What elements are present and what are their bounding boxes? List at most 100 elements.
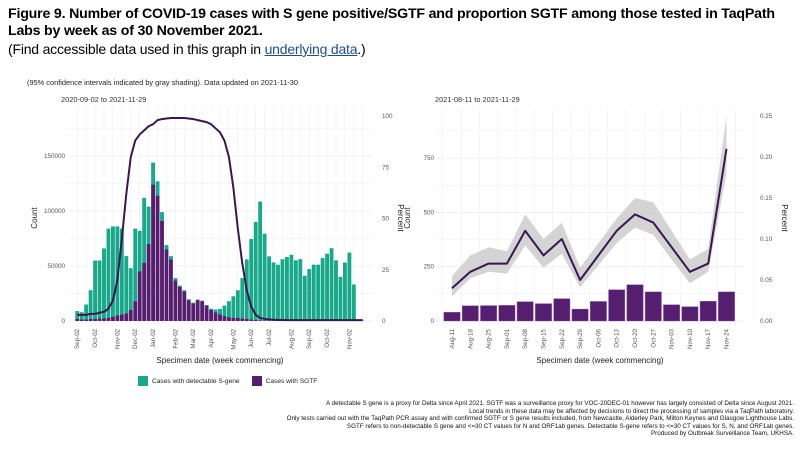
x-tick-label: Mar-02 bbox=[190, 328, 197, 348]
x-tick-label: Jul-02 bbox=[266, 328, 273, 345]
bar-sgtf bbox=[535, 303, 552, 322]
bar-sgtf bbox=[253, 319, 258, 321]
bar-s-gene bbox=[88, 290, 93, 319]
bar-sgtf bbox=[173, 280, 178, 321]
bar-s-gene bbox=[110, 226, 115, 317]
y2-tick-label: 0.25 bbox=[760, 113, 773, 120]
bar-sgtf bbox=[516, 301, 534, 322]
bar-sgtf bbox=[160, 220, 164, 321]
bar-sgtf bbox=[102, 318, 106, 321]
subtitle-prefix: (Find accessible data used in this graph… bbox=[8, 41, 265, 57]
figure-subtitle: (Find accessible data used in this graph… bbox=[8, 41, 366, 58]
percent-sgtf-line bbox=[451, 148, 728, 289]
bar-sgtf bbox=[626, 284, 644, 322]
bar-s-gene bbox=[334, 260, 338, 321]
x-tick-label: Sep-02 bbox=[306, 328, 313, 349]
bar-s-gene bbox=[226, 301, 231, 318]
x-tick-label: Oct-06 bbox=[595, 328, 602, 347]
x-tick-label: Sep-08 bbox=[522, 328, 529, 349]
bar-sgtf bbox=[222, 316, 227, 321]
bar-s-gene bbox=[213, 309, 218, 313]
bar-sgtf bbox=[249, 319, 254, 321]
footnote-line: Produced by Outbreak Surveillance Team, … bbox=[650, 430, 794, 438]
bar-s-gene bbox=[235, 290, 240, 318]
x-tick-label: Nov-02 bbox=[114, 328, 121, 349]
bar-s-gene bbox=[302, 275, 307, 321]
y2-tick-label: 50 bbox=[382, 216, 390, 223]
bar-sgtf bbox=[209, 310, 214, 321]
x-tick-label: May-02 bbox=[230, 328, 237, 349]
x-axis-title: Specimen date (week commencing) bbox=[536, 356, 664, 365]
chart-caption: (95% confidence intervals indicated by g… bbox=[27, 78, 299, 87]
bar-s-gene bbox=[137, 230, 142, 272]
bar-s-gene bbox=[155, 181, 160, 196]
bar-s-gene bbox=[231, 296, 236, 318]
x-tick-label: Sep-15 bbox=[541, 328, 548, 349]
bar-sgtf bbox=[137, 271, 142, 321]
bar-sgtf bbox=[213, 312, 218, 321]
y2-tick-label: 0.20 bbox=[760, 154, 773, 161]
x-tick-label: Jan-02 bbox=[150, 328, 157, 347]
x-tick-label: Dec-02 bbox=[132, 328, 139, 349]
y-tick-label: 500 bbox=[423, 209, 434, 216]
x-tick-label: Oct-27 bbox=[650, 328, 657, 347]
bar-s-gene bbox=[253, 222, 258, 320]
footnote-line: SGTF refers to non-detectable S gene and… bbox=[346, 422, 794, 430]
bar-sgtf bbox=[218, 314, 222, 321]
y-tick-label: 0 bbox=[61, 318, 65, 325]
bar-s-gene bbox=[151, 162, 156, 185]
bar-s-gene bbox=[97, 260, 102, 319]
bar-s-gene bbox=[182, 290, 187, 292]
bar-s-gene bbox=[93, 260, 98, 319]
bar-s-gene bbox=[249, 239, 254, 320]
y2-tick-label: 0 bbox=[382, 318, 386, 325]
bar-sgtf bbox=[461, 305, 479, 322]
y2-tick-label: 75 bbox=[382, 164, 390, 171]
right-chart-range: 2021-08-11 to 2021-11-29 bbox=[435, 95, 520, 104]
underlying-data-link[interactable]: underlying data bbox=[264, 41, 358, 57]
bar-sgtf bbox=[699, 301, 717, 322]
x-tick-label: Apr-02 bbox=[208, 328, 215, 347]
bar-sgtf bbox=[124, 313, 129, 321]
footnote-line: Local trends in these data may be affect… bbox=[469, 407, 794, 415]
bar-s-gene bbox=[262, 233, 267, 321]
y2-tick-label: 0.15 bbox=[760, 195, 773, 202]
x-tick-label: Sep-01 bbox=[504, 328, 511, 349]
footnote-line: Only tests carried out with the TaqPath … bbox=[286, 415, 794, 423]
bar-sgtf bbox=[151, 184, 156, 321]
legend: Cases with detectable S-gene Cases with … bbox=[138, 376, 323, 386]
bar-s-gene bbox=[191, 302, 196, 304]
bar-sgtf bbox=[663, 304, 680, 322]
left-chart-range: 2020-09-02 to 2021-11-29 bbox=[61, 95, 147, 104]
x-tick-label: Sep-29 bbox=[577, 328, 584, 349]
bar-sgtf bbox=[84, 319, 89, 321]
bar-s-gene bbox=[276, 264, 280, 321]
bar-s-gene bbox=[258, 201, 263, 321]
bar-sgtf bbox=[195, 300, 200, 321]
bar-sgtf bbox=[644, 291, 662, 322]
y2-tick-label: 0.05 bbox=[760, 277, 773, 284]
y2-axis-title: Percent bbox=[780, 204, 789, 232]
bar-sgtf bbox=[204, 305, 209, 321]
y2-tick-label: 100 bbox=[382, 113, 393, 120]
bar-sgtf bbox=[110, 316, 115, 321]
y-axis-title: Count bbox=[403, 207, 412, 229]
legend-swatch-sgtf bbox=[251, 376, 262, 386]
x-tick-label: Nov-24 bbox=[724, 328, 731, 349]
bar-sgtf bbox=[553, 298, 571, 322]
bar-sgtf bbox=[200, 301, 205, 321]
y2-tick-label: 25 bbox=[382, 267, 390, 274]
x-tick-label: Aug-18 bbox=[467, 328, 474, 349]
bar-s-gene bbox=[204, 304, 209, 306]
bar-sgtf bbox=[480, 305, 497, 322]
bar-sgtf bbox=[240, 318, 245, 321]
bar-sgtf bbox=[186, 300, 191, 321]
bar-s-gene bbox=[84, 304, 89, 320]
confidence-interval-band bbox=[452, 116, 727, 297]
bar-sgtf bbox=[93, 318, 98, 321]
bar-sgtf bbox=[133, 301, 138, 321]
bar-sgtf bbox=[681, 306, 699, 322]
subtitle-suffix: .) bbox=[357, 41, 366, 57]
bar-sgtf bbox=[590, 301, 607, 322]
x-tick-label: Jun-02 bbox=[248, 328, 255, 347]
